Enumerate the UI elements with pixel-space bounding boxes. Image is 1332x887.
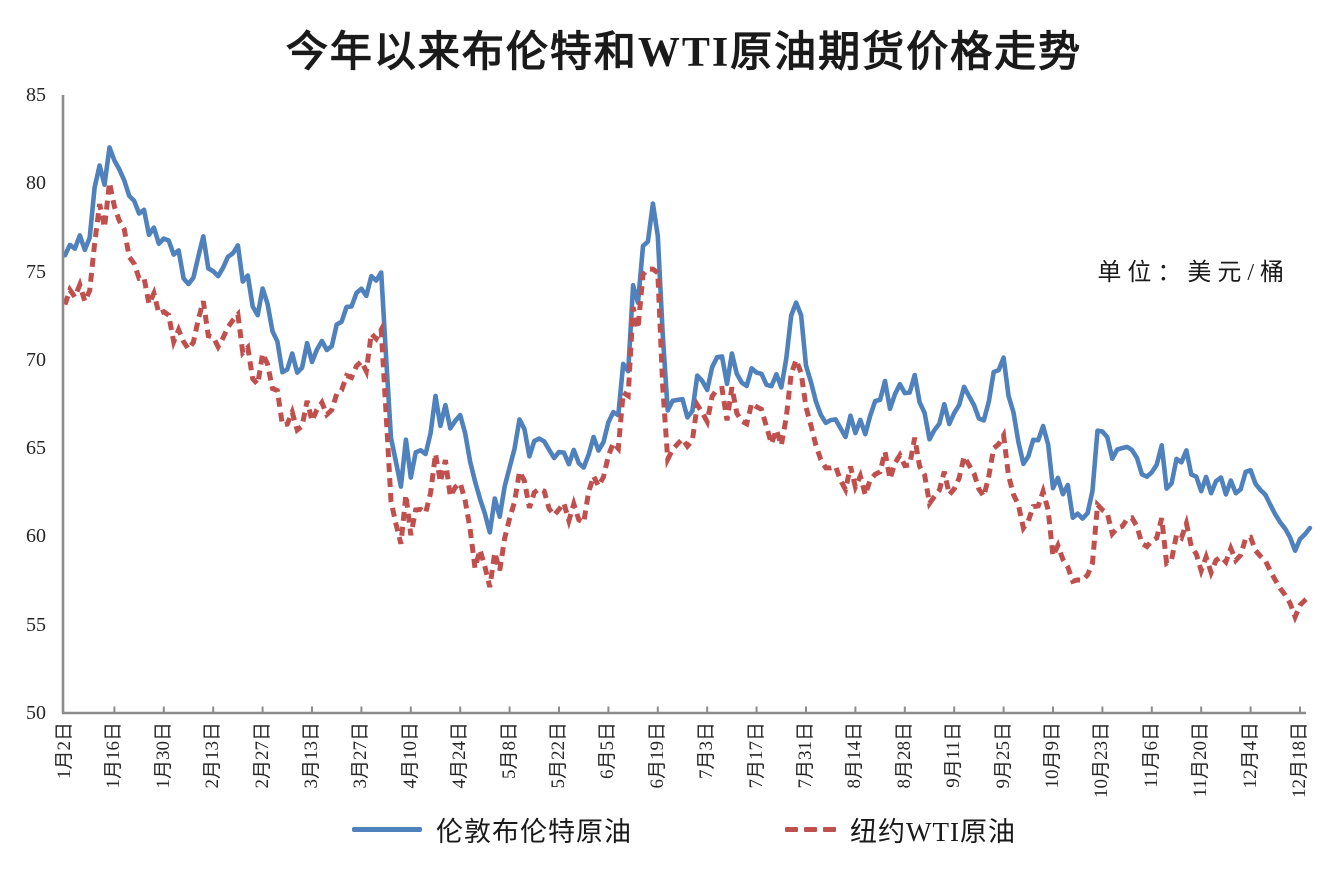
x-tick-label: 8月14日 bbox=[844, 722, 866, 789]
legend-label-wti: 纽约WTI原油 bbox=[850, 816, 1016, 847]
x-tick-label: 1月30日 bbox=[152, 722, 174, 789]
unit-label: 单位：美元/桶 bbox=[1097, 260, 1290, 286]
x-tick-label: 10月23日 bbox=[1091, 722, 1113, 799]
x-tick-label: 7月17日 bbox=[745, 722, 767, 789]
x-tick-label: 3月13日 bbox=[301, 722, 322, 789]
y-tick-label: 60 bbox=[26, 525, 46, 548]
x-tick-label: 4月10日 bbox=[399, 722, 421, 789]
y-tick-label: 55 bbox=[26, 613, 46, 636]
y-tick-label: 85 bbox=[26, 84, 46, 106]
x-tick-label: 9月11日 bbox=[943, 722, 965, 788]
x-tick-label: 8月28日 bbox=[893, 722, 915, 789]
x-tick-label: 7月31日 bbox=[795, 722, 816, 789]
legend-label-brent: 伦敦布伦特原油 bbox=[436, 816, 633, 847]
y-tick-label: 70 bbox=[26, 348, 46, 371]
x-tick-label: 6月19日 bbox=[646, 722, 668, 789]
legend-wti-dash-marker bbox=[785, 826, 837, 832]
x-tick-label: 2月13日 bbox=[202, 722, 224, 789]
x-tick-label: 12月18日 bbox=[1289, 722, 1310, 799]
y-tick-label: 80 bbox=[26, 172, 46, 195]
x-tick-label: 11月6日 bbox=[1140, 722, 1162, 788]
wti-price-line bbox=[62, 182, 1312, 624]
x-tick-label: 12月4日 bbox=[1239, 722, 1261, 789]
x-tick-label: 5月8日 bbox=[498, 722, 520, 780]
y-tick-label: 75 bbox=[26, 260, 46, 283]
x-tick-label: 11月20日 bbox=[1190, 722, 1212, 798]
x-tick-label: 6月5日 bbox=[597, 722, 619, 780]
legend: 伦敦布伦特原油 纽约WTI原油 bbox=[62, 806, 1306, 852]
brent-price-line bbox=[62, 145, 1313, 554]
x-tick-label: 1月2日 bbox=[54, 722, 75, 780]
x-tick-label: 10月9日 bbox=[1042, 722, 1063, 789]
y-tick-label: 50 bbox=[26, 702, 46, 724]
x-tick-label: 1月16日 bbox=[103, 722, 125, 789]
y-tick-label: 65 bbox=[26, 437, 46, 460]
chart-title: 今年以来布伦特和WTI原油期货价格走势 bbox=[285, 30, 1083, 76]
x-tick-label: 3月27日 bbox=[350, 722, 372, 789]
x-tick-label: 9月25日 bbox=[992, 722, 1014, 789]
x-tick-label: 2月27日 bbox=[251, 722, 273, 789]
x-tick-label: 5月22日 bbox=[548, 722, 569, 789]
x-tick-label: 7月3日 bbox=[696, 722, 718, 780]
legend-brent-line-marker bbox=[352, 826, 423, 832]
x-tick-label: 4月24日 bbox=[449, 722, 471, 789]
